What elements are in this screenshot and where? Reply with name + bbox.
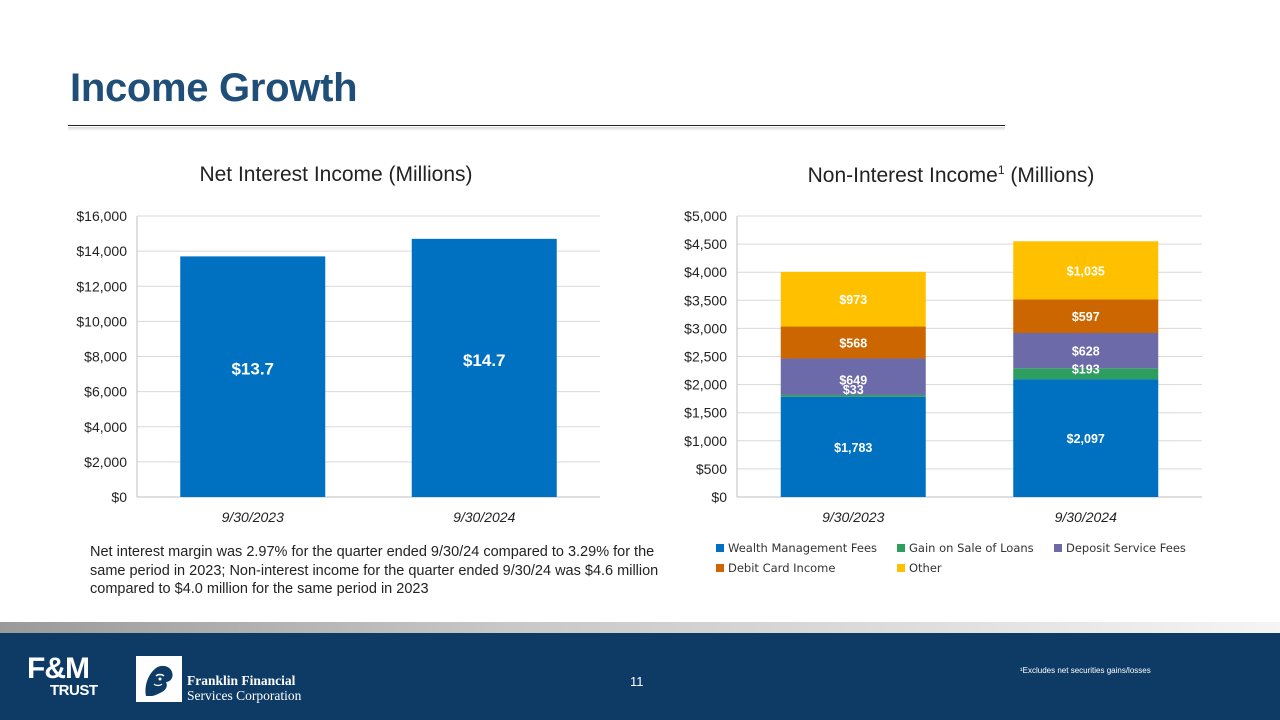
chart-title-suffix: (Millions) [1004,164,1095,187]
franklin-financial-emblem-icon [136,656,182,702]
segment-data-label: $649 [839,374,867,388]
non-interest-income-chart: $0 $500 $1,000 $1,500 $2,000 $2,500 $3,000 $3,5… [684,208,1202,525]
bar [180,256,326,497]
legend-item: Gain on Sale of Loans [897,541,1034,555]
chart-title-superscript: 1 [997,163,1005,177]
bar-data-label: $13.7 [231,360,274,379]
stacked-bar-segment [1013,299,1159,334]
y-tick-label: $2,500 [684,349,727,365]
stacked-bar-segment [1013,368,1159,380]
y-tick-label: $4,500 [684,236,727,252]
footnote: ¹Excludes net securities gains/losses [1020,666,1151,675]
y-tick-label: $16,000 [76,208,127,224]
y-tick-label: $1,500 [684,405,727,421]
stacked-bar-segment [1013,333,1159,369]
legend-item: Deposit Service Fees [1054,541,1186,555]
legend-swatch [1054,544,1062,552]
x-tick-label: 9/30/2024 [453,509,515,525]
segment-data-label: $33 [843,383,864,397]
footer-gradient-band [0,622,1280,634]
legend-item: Other [897,561,942,575]
y-tick-label: $4,000 [84,419,127,435]
title-divider-shadow [68,127,1005,131]
legend-swatch [897,544,905,552]
segment-data-label: $628 [1072,345,1100,359]
legend-label: Wealth Management Fees [728,541,878,555]
legend-item: Wealth Management Fees [716,541,877,555]
net-interest-income-chart-title: Net Interest Income (Millions) [199,163,473,186]
stacked-bar-segment [780,271,926,327]
fm-logo-top: F&M [27,652,90,685]
bar-data-label: $14.7 [463,351,506,370]
company-name-line2: Services Corporation [187,688,302,703]
y-tick-label: $4,000 [684,264,727,280]
x-tick-label: 9/30/2023 [222,509,284,525]
x-tick-label: 9/30/2023 [822,509,884,525]
y-tick-label: $8,000 [84,349,127,365]
company-name-line1: Franklin Financial [187,673,296,688]
legend-label: Gain on Sale of Loans [909,541,1034,555]
legend-label: Other [909,561,942,575]
stacked-bar-segment [780,396,926,497]
segment-data-label: $597 [1072,310,1100,324]
title-divider [68,125,1005,126]
y-tick-label: $10,000 [76,313,127,329]
y-tick-label: $3,000 [684,320,727,336]
footer-bar [0,633,1280,720]
y-tick-label: $5,000 [684,208,727,224]
y-tick-label: $500 [696,461,727,477]
non-interest-income-chart-title: Non-Interest Income1 (Millions) [736,163,1166,188]
segment-data-label: $1,783 [834,441,872,455]
y-tick-label: $12,000 [76,278,127,294]
stacked-bar-segment [1013,241,1159,300]
y-tick-label: $2,000 [684,377,727,393]
chart-title-text: Non-Interest Income [807,164,998,187]
page-title: Income Growth [70,66,358,110]
legend-swatch [716,564,724,572]
y-tick-label: $1,000 [684,433,727,449]
legend-item: Debit Card Income [716,561,835,575]
company-name: Franklin Financial Services Corporation [187,673,301,703]
page-number: 11 [630,674,644,689]
legend-swatch [716,544,724,552]
summary-note: Net interest margin was 2.97% for the qu… [90,544,659,597]
y-tick-label: $6,000 [84,384,127,400]
legend-label: Debit Card Income [728,561,836,575]
y-tick-label: $3,500 [684,292,727,308]
y-tick-label: $14,000 [76,243,127,259]
y-tick-label: $0 [711,489,727,505]
legend-label: Deposit Service Fees [1066,541,1186,555]
fm-trust-logo: F&M TRUST [27,652,98,699]
bar [411,238,557,498]
stacked-bar-segment [780,326,926,359]
stacked-bar-segment [780,358,926,395]
y-tick-label: $2,000 [84,454,127,470]
segment-data-label: $2,097 [1067,432,1105,446]
y-tick-label: $0 [111,489,127,505]
segment-data-label: $193 [1072,362,1100,376]
stacked-bar-segment [1013,379,1159,497]
segment-data-label: $568 [839,337,867,351]
fm-logo-bottom: TRUST [50,682,98,699]
segment-data-label: $973 [839,293,867,307]
legend-swatch [897,564,905,572]
net-interest-income-chart: $0 $2,000 $4,000 $6,000 $8,000 $10,000 $12,000… [76,208,600,525]
stacked-bar-segment [780,394,926,397]
x-tick-label: 9/30/2024 [1055,509,1117,525]
segment-data-label: $1,035 [1067,264,1105,278]
